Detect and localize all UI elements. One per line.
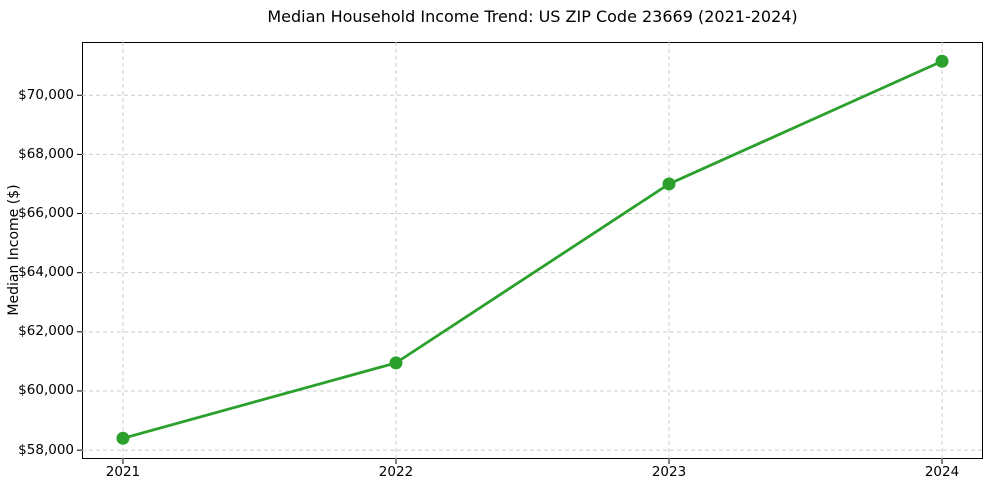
x-tick-label: 2023	[651, 464, 687, 480]
income-trend-line-chart	[77, 42, 983, 464]
y-tick-label: $60,000	[18, 382, 74, 399]
chart-title: Median Household Income Trend: US ZIP Co…	[267, 7, 798, 26]
y-tick-label: $66,000	[18, 205, 74, 222]
y-tick-label: $62,000	[18, 323, 74, 340]
x-tick-label: 2022	[378, 464, 414, 480]
y-tick-label: $58,000	[18, 441, 74, 458]
plot-area	[77, 42, 983, 464]
data-point-marker	[389, 356, 403, 370]
data-point-marker	[935, 54, 949, 68]
x-tick-label: 2021	[105, 464, 141, 480]
data-point-marker	[662, 177, 676, 191]
data-point-marker	[116, 431, 130, 445]
x-tick-label: 2024	[924, 464, 960, 480]
y-tick-label: $64,000	[18, 264, 74, 281]
y-tick-label: $70,000	[18, 86, 74, 103]
y-tick-label: $68,000	[18, 145, 74, 162]
trend-line	[121, 59, 944, 440]
